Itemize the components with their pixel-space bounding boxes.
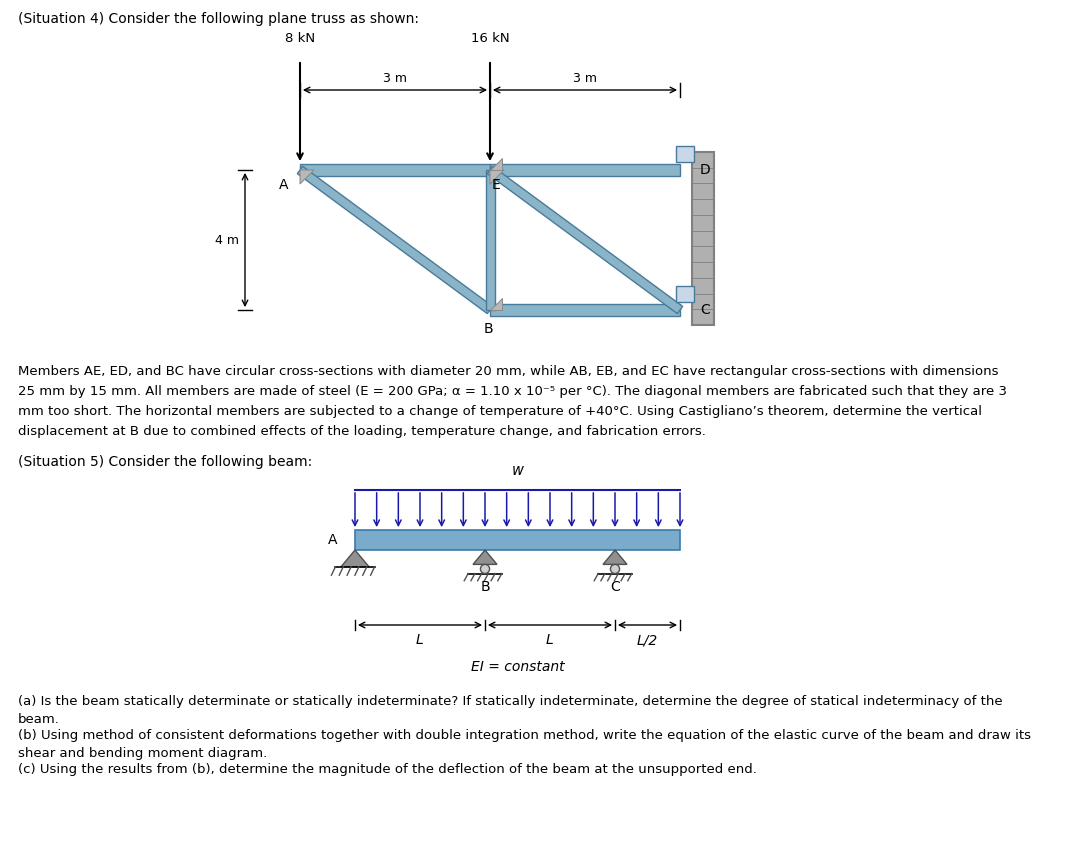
Text: EI = constant: EI = constant [471, 660, 565, 674]
Text: 16 kN: 16 kN [471, 32, 510, 45]
Polygon shape [297, 167, 492, 314]
Text: L: L [416, 633, 423, 647]
Text: A: A [280, 178, 288, 192]
Text: beam.: beam. [18, 713, 59, 726]
Bar [355, 530, 680, 550]
Text: L/2: L/2 [637, 633, 658, 647]
Polygon shape [603, 550, 627, 564]
Text: 3 m: 3 m [573, 72, 597, 85]
Polygon shape [473, 550, 497, 564]
Polygon shape [490, 170, 504, 184]
Text: (Situation 5) Consider the following beam:: (Situation 5) Consider the following bea… [18, 455, 312, 469]
Text: A: A [327, 533, 337, 547]
Text: B: B [481, 580, 490, 594]
Bar [676, 286, 694, 302]
Text: L: L [546, 633, 554, 647]
Polygon shape [490, 298, 502, 310]
Text: Members AE, ED, and BC have circular cross-sections with diameter 20 mm, while A: Members AE, ED, and BC have circular cro… [18, 365, 999, 378]
Polygon shape [487, 167, 683, 314]
Polygon shape [490, 164, 680, 176]
Text: mm too short. The horizontal members are subjected to a change of temperature of: mm too short. The horizontal members are… [18, 405, 982, 418]
Text: 4 m: 4 m [215, 234, 239, 246]
Polygon shape [486, 170, 495, 310]
Text: 8 kN: 8 kN [285, 32, 315, 45]
Text: D: D [700, 163, 711, 177]
Bar [676, 146, 694, 162]
Polygon shape [300, 170, 314, 184]
Text: B: B [483, 322, 492, 336]
Bar [692, 152, 714, 325]
Polygon shape [490, 158, 502, 170]
Text: 3 m: 3 m [383, 72, 407, 85]
Polygon shape [490, 304, 680, 316]
Text: (a) Is the beam statically determinate or statically indeterminate? If staticall: (a) Is the beam statically determinate o… [18, 695, 1002, 708]
Circle shape [481, 564, 489, 574]
Text: C: C [700, 303, 710, 317]
Circle shape [610, 564, 620, 574]
Text: C: C [610, 580, 620, 594]
Text: (b) Using method of consistent deformations together with double integration met: (b) Using method of consistent deformati… [18, 729, 1031, 742]
Text: (Situation 4) Consider the following plane truss as shown:: (Situation 4) Consider the following pla… [18, 12, 419, 26]
Text: (c) Using the results from (b), determine the magnitude of the deflection of the: (c) Using the results from (b), determin… [18, 763, 757, 776]
Polygon shape [300, 164, 490, 176]
Text: shear and bending moment diagram.: shear and bending moment diagram. [18, 747, 267, 760]
Polygon shape [341, 550, 369, 567]
Text: 25 mm by 15 mm. All members are made of steel (E = 200 GPa; α = 1.10 x 10⁻⁵ per : 25 mm by 15 mm. All members are made of … [18, 385, 1007, 398]
Text: w: w [512, 463, 524, 478]
Text: E: E [492, 178, 501, 192]
Text: displacement at B due to combined effects of the loading, temperature change, an: displacement at B due to combined effect… [18, 425, 706, 438]
